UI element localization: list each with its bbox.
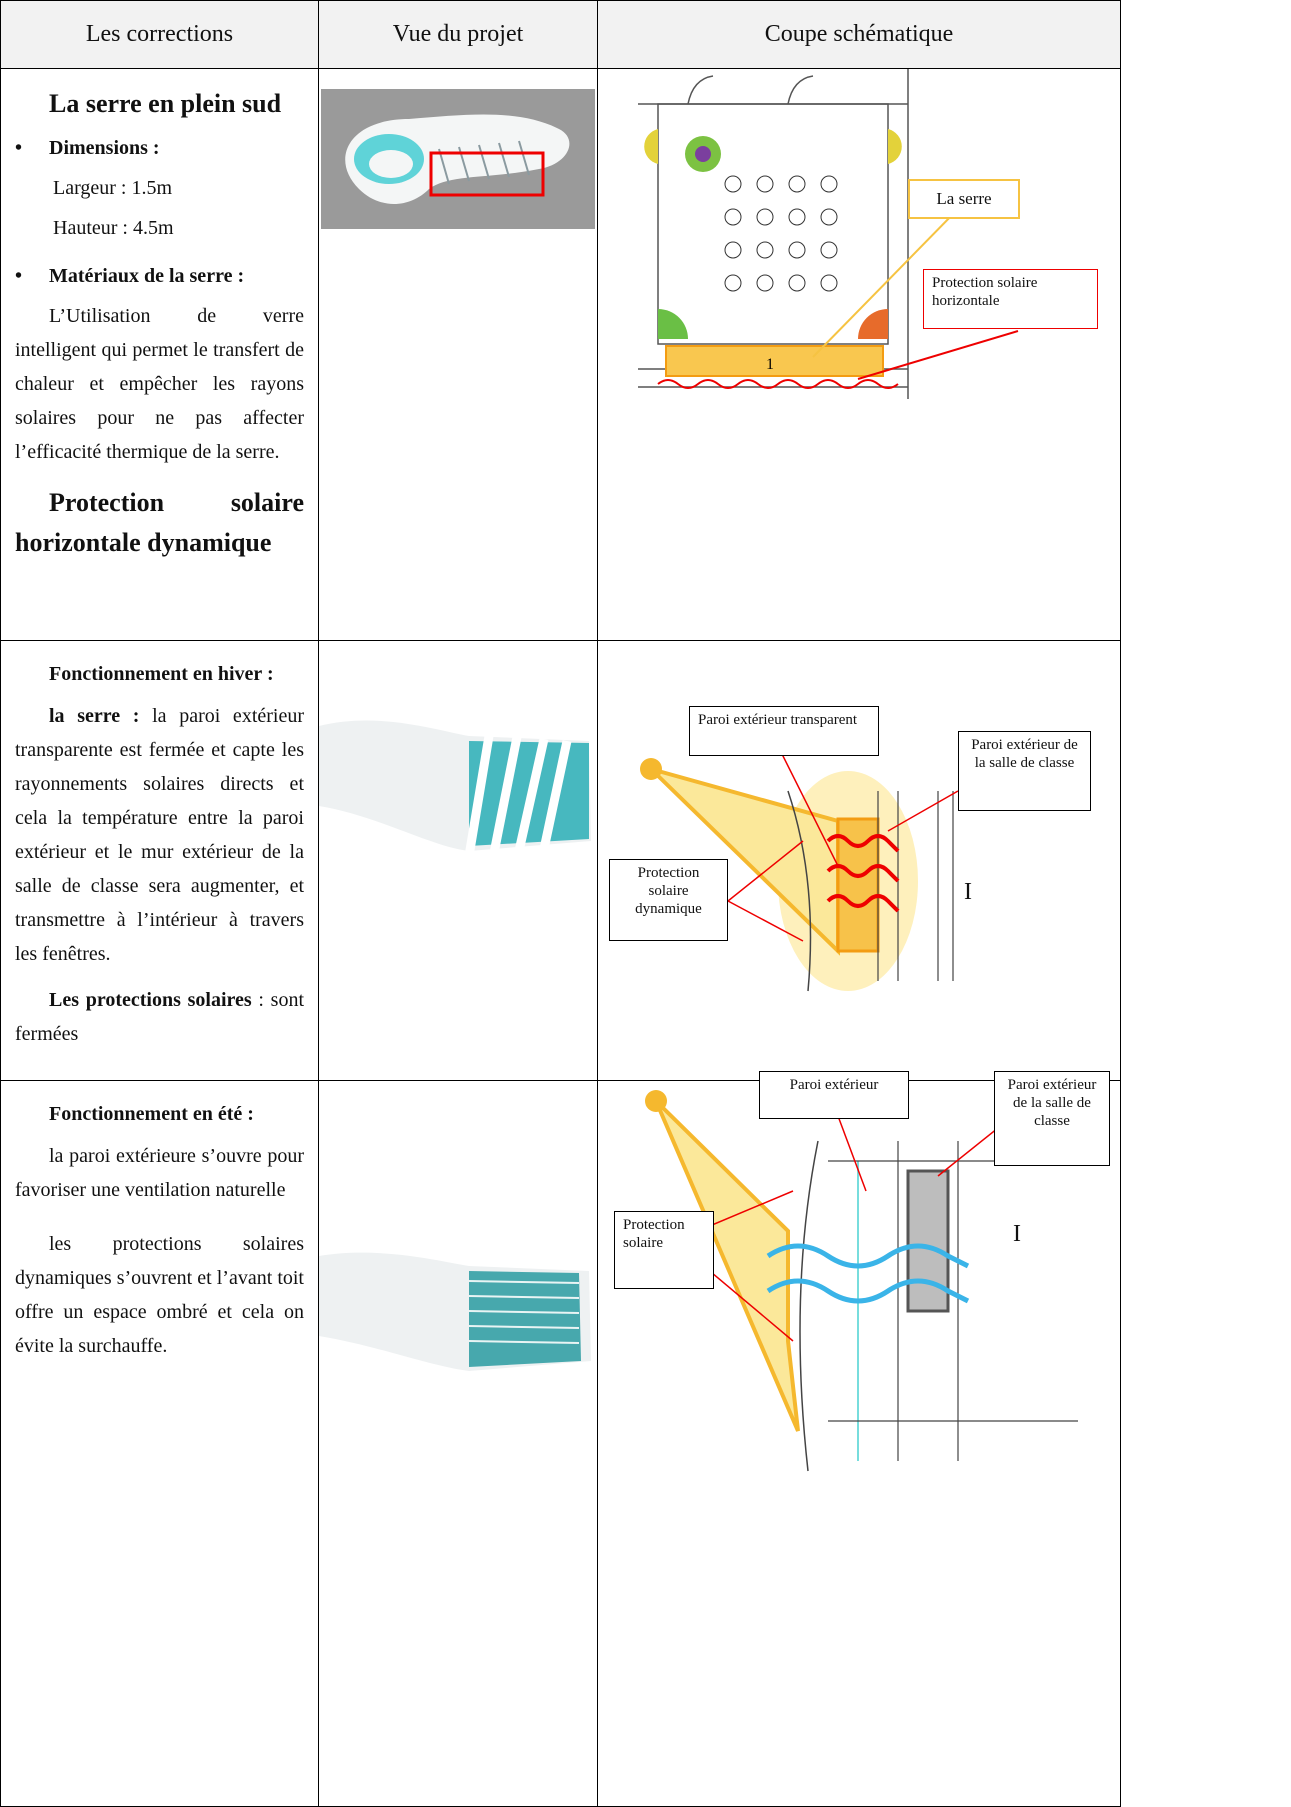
cell-text: Fonctionnement en été : la paroi extérie… (1, 1081, 318, 1363)
header-cell: Vue du projet (318, 0, 597, 68)
text-cell: Fonctionnement en hiver : la serre : la … (0, 640, 318, 1080)
diagram-label: Protection solaire dynamique (609, 859, 728, 941)
paragraph-text: la paroi extérieur transparente est ferm… (15, 705, 305, 965)
row-title: Fonctionnement en hiver : (49, 663, 274, 685)
diagram-label: Paroi extérieur de la salle de classe (958, 731, 1091, 811)
cell-text: La serre en plein sud Dimensions : Large… (1, 69, 318, 563)
project-view (321, 89, 595, 229)
row-subtitle: Protection solaire horizontale dynamique (15, 488, 304, 557)
paragraph-lead: la serre : (49, 705, 140, 727)
diagram-label: Paroi extérieur de la salle de classe (994, 1071, 1110, 1166)
row-title: La serre en plein sud (49, 89, 282, 118)
diagram-label: Protection solaire (614, 1211, 714, 1289)
paragraph: L’Utilisation de verre intelligent qui p… (15, 305, 304, 463)
paragraph: la serre : la paroi extérieur transparen… (15, 699, 304, 971)
cell-text: Fonctionnement en hiver : la serre : la … (1, 641, 318, 1051)
project-view (319, 1252, 591, 1371)
diagram-label: Paroi extérieur transparent (689, 706, 879, 756)
project-view (319, 720, 591, 857)
diagram-cell: Paroi extérieur transparent Paroi extéri… (597, 640, 1121, 1080)
diagram-label: Protection solaire horizontale (923, 269, 1098, 329)
diagram-label: La serre (908, 179, 1020, 219)
section-diagram (640, 745, 959, 992)
diagram-cell: Paroi extérieur Paroi extérieur de la sa… (597, 1071, 1121, 1807)
diagram-label: I (1013, 1221, 1021, 1247)
diagram-label: Paroi extérieur (759, 1071, 909, 1119)
image-cell (318, 68, 597, 640)
header-cell: Coupe schématique (597, 0, 1121, 68)
diagram-label: I (964, 879, 972, 905)
header-cell: Les corrections (0, 0, 318, 68)
section-diagram (645, 1090, 1078, 1472)
paragraph: la paroi extérieure s’ouvre pour favoris… (15, 1145, 304, 1201)
diagram-cell: 1 La serre Protection solaire horizontal… (597, 68, 1121, 640)
row-title: Fonctionnement en été : (49, 1103, 254, 1125)
line: Largeur : 1.5m (53, 177, 173, 199)
line: Hauteur : 4.5m (53, 217, 174, 239)
bullet: Dimensions : (15, 131, 304, 165)
paragraph-lead: Les protections solaires (49, 989, 252, 1011)
text-cell: Fonctionnement en été : la paroi extérie… (0, 1080, 318, 1807)
image-cell (318, 640, 597, 1080)
bullet: Matériaux de la serre : (15, 259, 304, 293)
paragraph: les protections solaires dynamiques s’ou… (15, 1233, 304, 1357)
paragraph: Les protections solaires : sont fermées (15, 983, 304, 1051)
plan-label: 1 (766, 356, 774, 373)
image-cell (318, 1080, 597, 1807)
plan-diagram: 1 (638, 69, 1019, 399)
text-cell: La serre en plein sud Dimensions : Large… (0, 68, 318, 640)
paragraph-text: : sont fermées (15, 989, 304, 1045)
